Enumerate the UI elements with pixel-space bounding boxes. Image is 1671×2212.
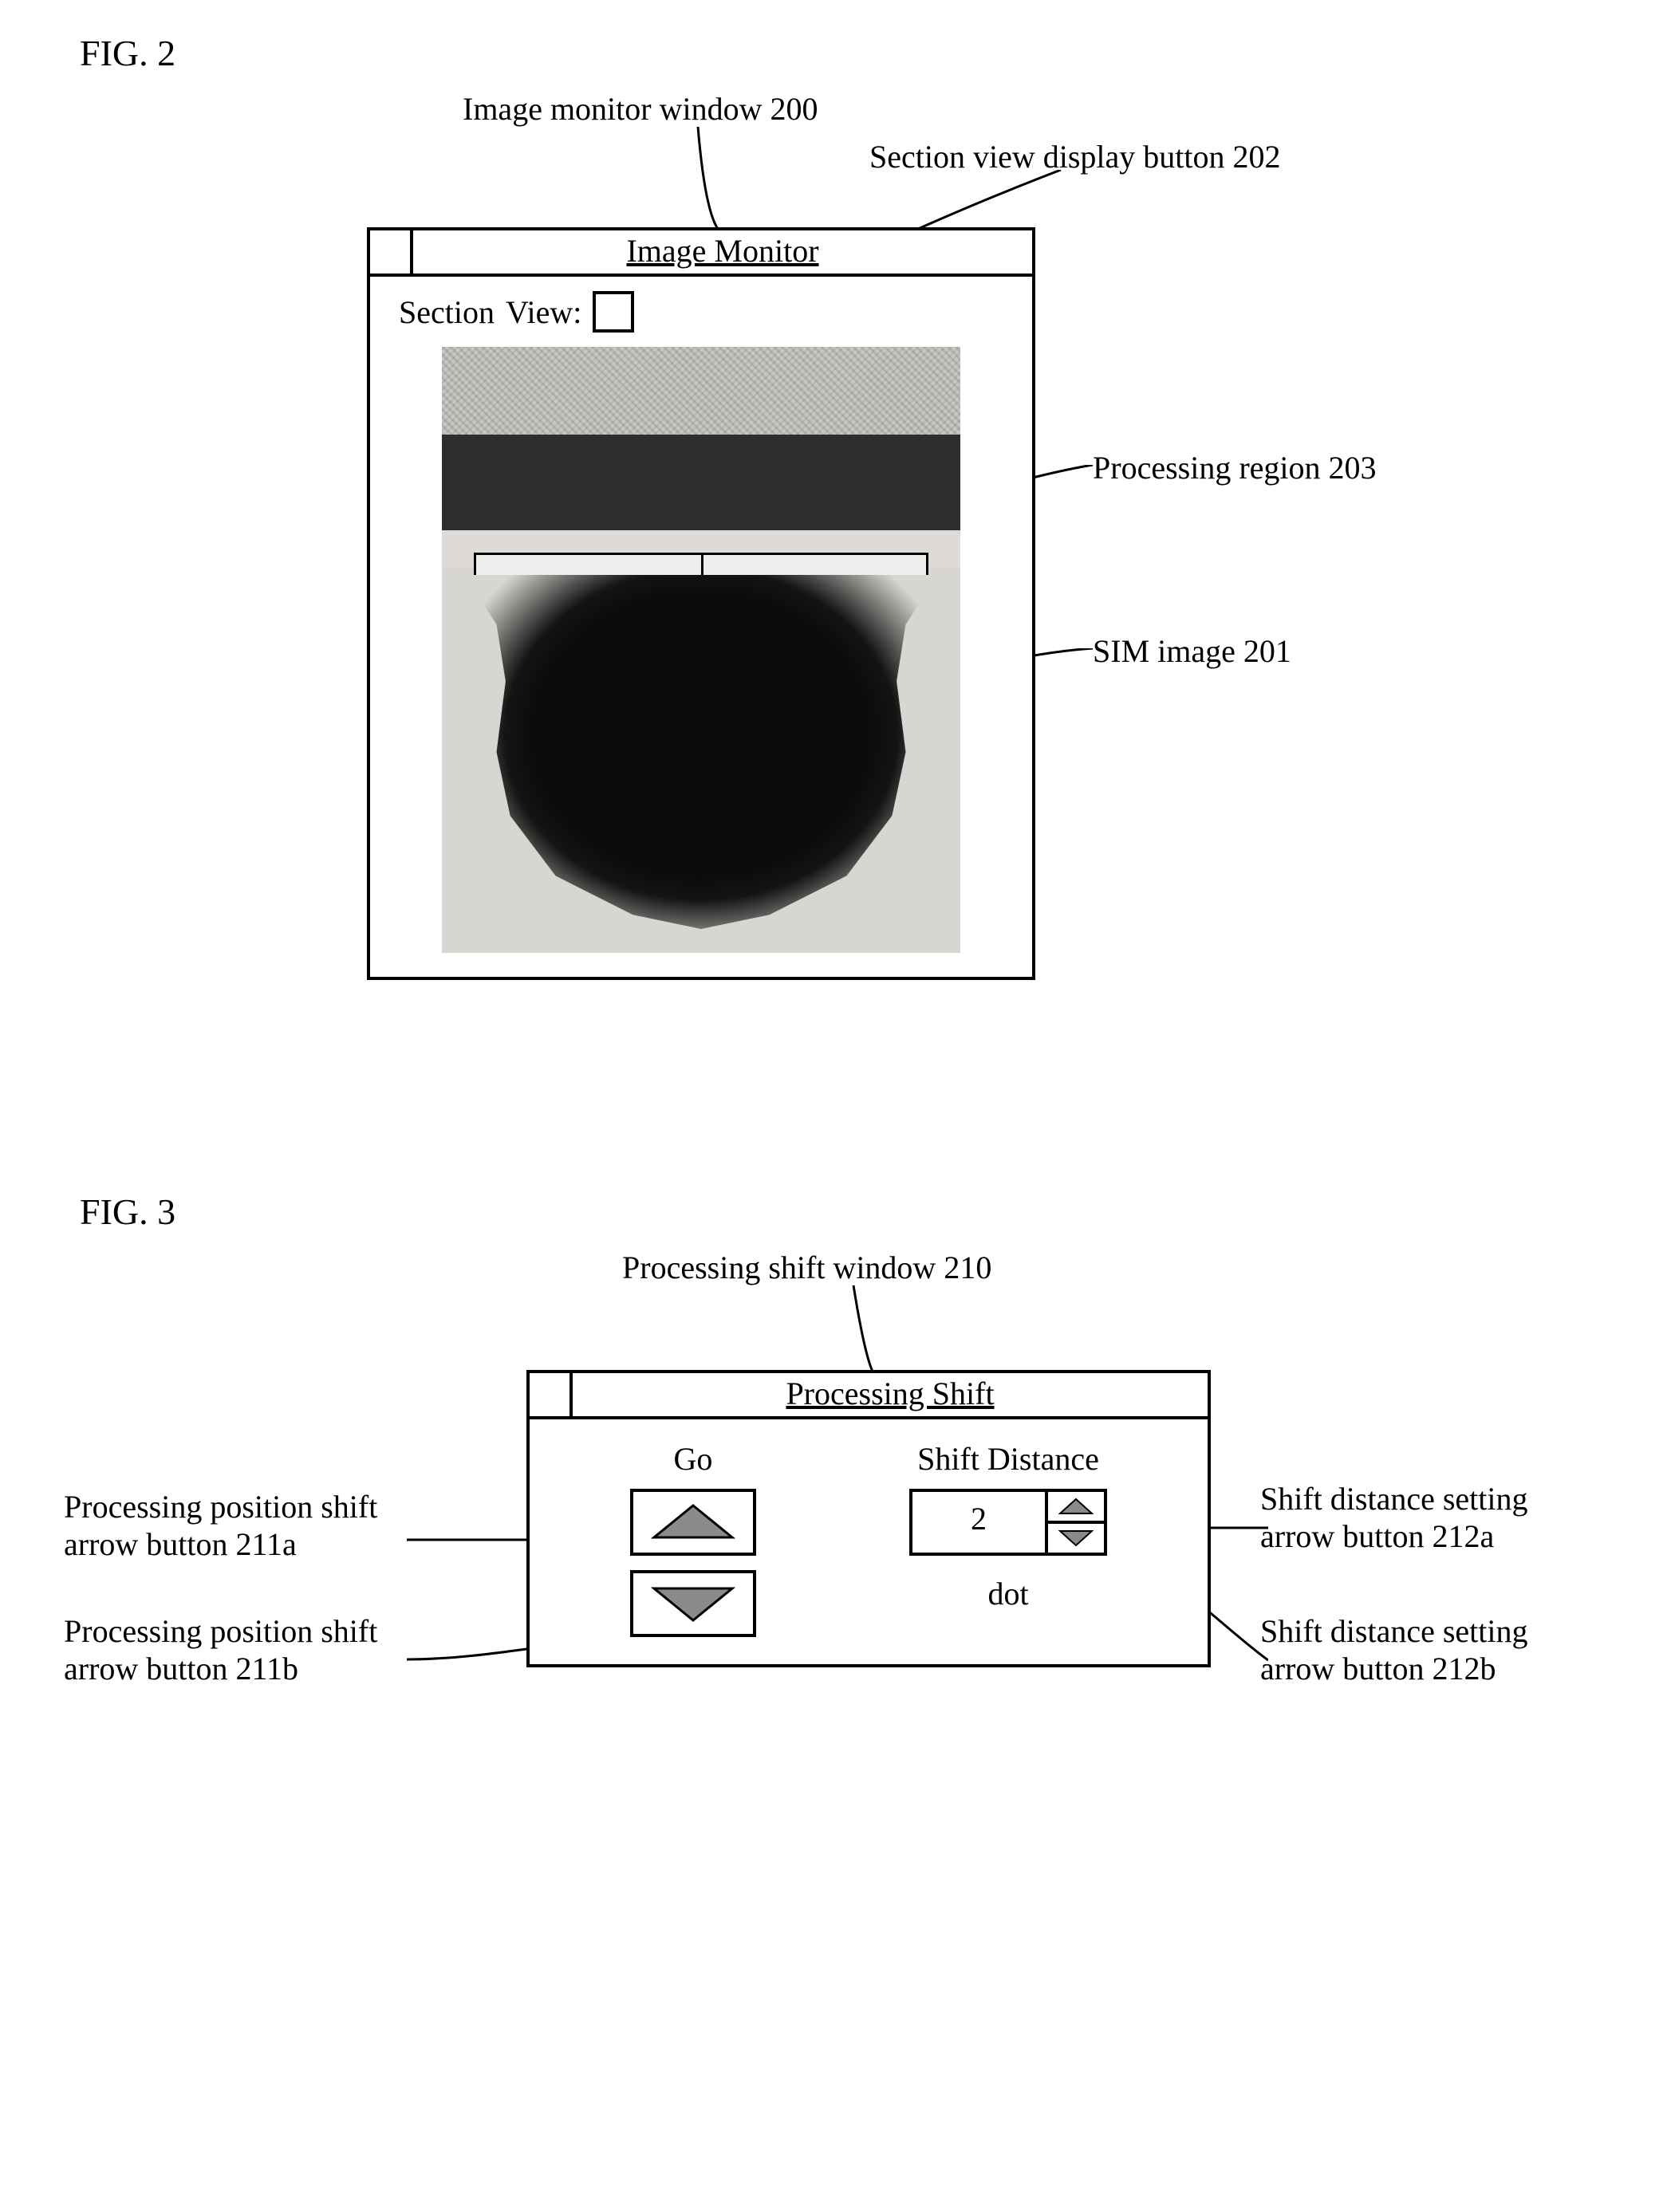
- callout-spin-212b: Shift distance setting arrow button 212b: [1260, 1612, 1603, 1687]
- system-menu-icon[interactable]: [370, 230, 413, 274]
- titlebar: Processing Shift: [530, 1373, 1208, 1419]
- image-monitor-window: Image Monitor Section View:: [367, 227, 1035, 980]
- window-title: Image Monitor: [413, 230, 1032, 274]
- callout-arrow-211a: Processing position shift arrow button 2…: [64, 1488, 407, 1563]
- system-menu-icon[interactable]: [530, 1373, 573, 1416]
- callout-window-200: Image monitor window 200: [463, 90, 818, 128]
- callout-arrow-211b: Processing position shift arrow button 2…: [64, 1612, 407, 1687]
- leader-line: [845, 1285, 893, 1373]
- sim-dark-region: [474, 575, 928, 929]
- window-title: Processing Shift: [573, 1373, 1208, 1416]
- go-column: Go: [630, 1440, 756, 1637]
- section-view-checkbox[interactable]: [593, 291, 634, 333]
- processing-region[interactable]: [474, 553, 928, 578]
- sim-noise-band: [442, 347, 960, 435]
- shift-down-button[interactable]: [630, 1570, 756, 1637]
- callout-processing-region-203: Processing region 203: [1093, 449, 1377, 486]
- figure-label: FIG. 3: [80, 1191, 1639, 1233]
- sim-image: [442, 347, 960, 953]
- callout-spin-212a: Shift distance setting arrow button 212a: [1260, 1480, 1603, 1555]
- shift-distance-column: Shift Distance 2: [909, 1440, 1107, 1612]
- section-view-row: Section View:: [399, 291, 1008, 333]
- go-label: Go: [674, 1440, 713, 1478]
- arrow-down-icon: [1058, 1529, 1094, 1547]
- shift-distance-spinner: 2: [909, 1489, 1107, 1556]
- unit-label: dot: [987, 1575, 1028, 1612]
- figure-label: FIG. 2: [80, 32, 1639, 74]
- shift-distance-down-button[interactable]: [1048, 1524, 1104, 1553]
- arrow-up-icon: [1058, 1498, 1094, 1515]
- arrow-up-icon: [649, 1502, 737, 1542]
- section-view-label: View:: [506, 293, 581, 331]
- shift-distance-up-button[interactable]: [1048, 1492, 1104, 1524]
- shift-distance-value[interactable]: 2: [912, 1492, 1048, 1553]
- titlebar: Image Monitor: [370, 230, 1032, 277]
- callout-sim-image-201: SIM image 201: [1093, 632, 1291, 670]
- figure-2-wrap: Image monitor window 200 Section view di…: [32, 90, 1639, 1031]
- section-view-label: Section: [399, 293, 495, 331]
- processing-shift-window: Processing Shift Go Shift Distan: [526, 1370, 1211, 1667]
- shift-distance-label: Shift Distance: [917, 1440, 1099, 1478]
- shift-up-button[interactable]: [630, 1489, 756, 1556]
- leader-line: [686, 127, 750, 230]
- arrow-down-icon: [649, 1584, 737, 1624]
- callout-window-210: Processing shift window 210: [622, 1249, 991, 1286]
- figure-3-wrap: Processing shift window 210 Processing p…: [32, 1249, 1639, 1759]
